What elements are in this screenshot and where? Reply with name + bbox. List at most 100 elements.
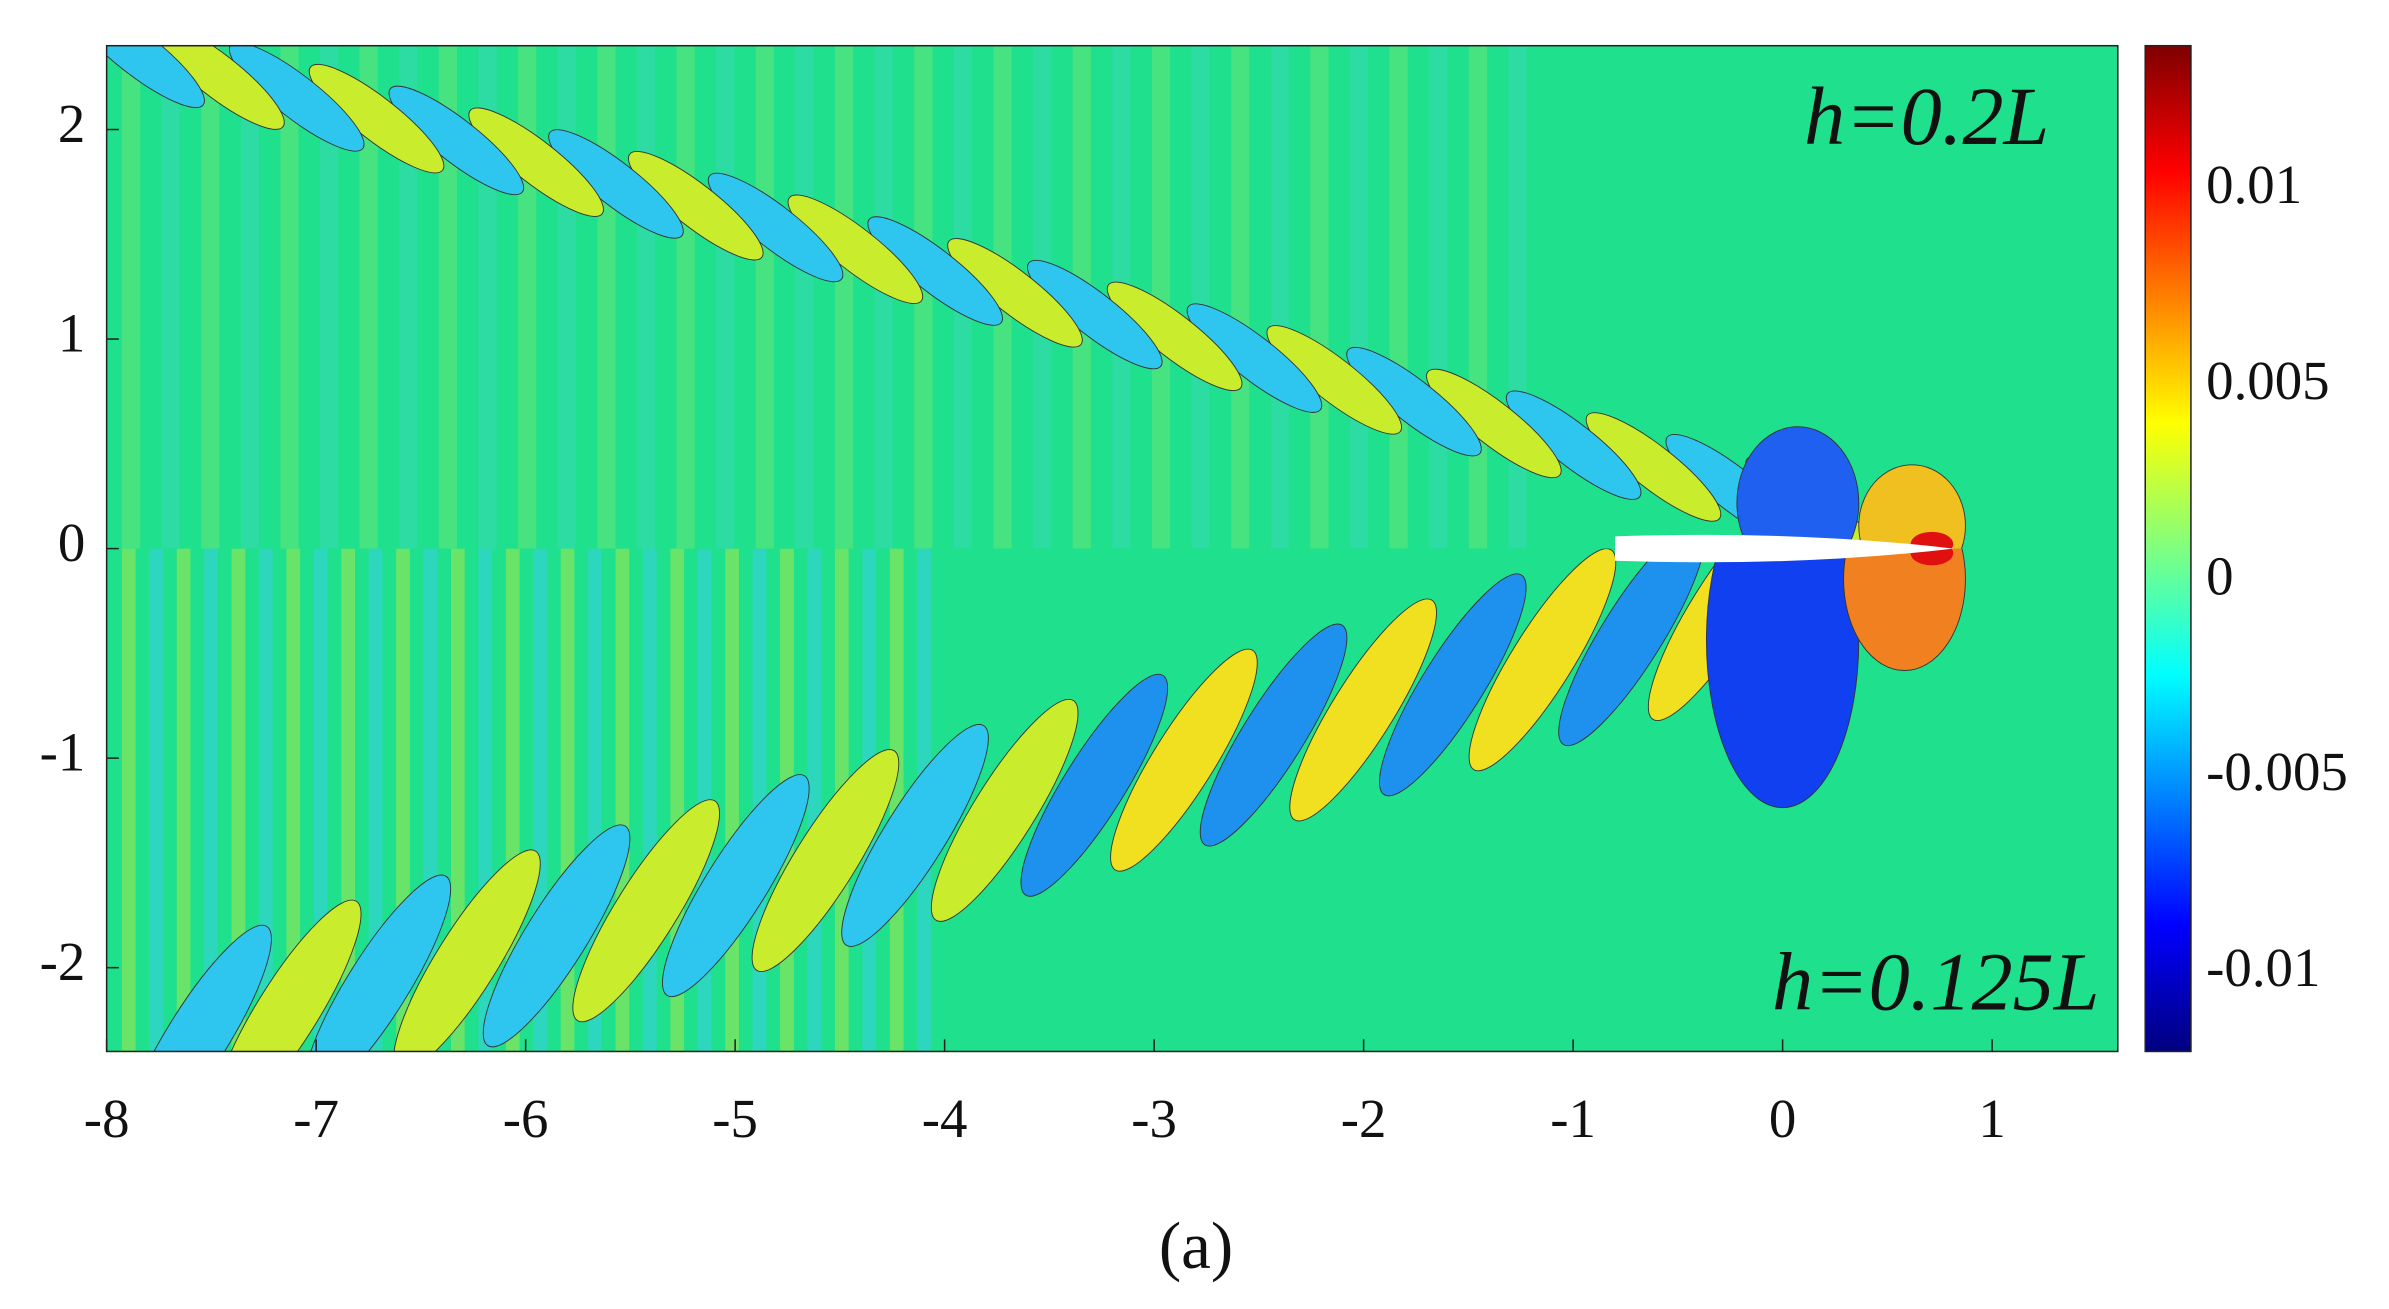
y-tick-label: 0 (58, 512, 85, 573)
stripe (807, 548, 822, 1052)
wave (1346, 346, 1482, 457)
wave (124, 924, 272, 1052)
stripe (1151, 45, 1171, 549)
x-tick-label: -5 (712, 1088, 758, 1149)
x-tick-label: -4 (922, 1088, 968, 1149)
stripe (1468, 45, 1488, 549)
wave (1468, 548, 1617, 772)
wave (707, 172, 844, 283)
wave (106, 45, 205, 109)
x-tick-label: 0 (1769, 1088, 1796, 1149)
stripe (1270, 45, 1289, 549)
stripe (1389, 45, 1408, 549)
colorbar-tick-label: -0.005 (2206, 741, 2348, 802)
wave (1910, 548, 1954, 566)
wave (627, 150, 764, 261)
wave (1736, 426, 1860, 549)
upper-half (106, 45, 1966, 549)
wave (1106, 281, 1243, 392)
wave (1858, 464, 1966, 549)
stripe (834, 45, 854, 549)
contour-field (106, 45, 2118, 1052)
stripe (286, 548, 301, 1052)
stripe (121, 45, 141, 549)
wave (1426, 368, 1562, 479)
wave (548, 129, 684, 239)
stripe (240, 45, 260, 549)
stripe (914, 45, 933, 549)
wave (1199, 623, 1348, 847)
y-tick-label: 2 (58, 93, 85, 154)
colorbar-tick-label: 0 (2206, 545, 2233, 606)
stripe (1191, 45, 1210, 549)
wave (1110, 648, 1258, 872)
annotation: h=0.125L (1772, 936, 2099, 1027)
x-tick-label: 1 (1978, 1088, 2005, 1149)
stripe (642, 548, 657, 1052)
annotation: h=0.2L (1804, 71, 2049, 162)
stripe (676, 45, 695, 549)
axes: -8 -7 -6 -5 -4 -3 -2 -1 0 1 -2 -1 0 1 2 -0.01 -0.005 0 0.0… (40, 93, 2348, 1149)
stripe (597, 45, 616, 549)
wave (947, 238, 1083, 348)
wave (149, 45, 285, 130)
wave (1020, 673, 1169, 897)
stripe (725, 548, 739, 1052)
stripe (161, 45, 180, 549)
stripe (1231, 45, 1250, 549)
stripe (716, 45, 735, 549)
colorbar-tick-label: -0.01 (2206, 937, 2320, 998)
wave (787, 194, 924, 304)
stripe (204, 548, 218, 1052)
stripe (201, 45, 220, 549)
wave (1505, 390, 1642, 500)
y-tick-label: 1 (58, 303, 85, 364)
wave (482, 824, 631, 1048)
stripe (1508, 45, 1527, 549)
wave (572, 799, 720, 1023)
x-tick-label: -7 (293, 1088, 339, 1149)
colorbar-tick-label: 0.005 (2206, 350, 2329, 411)
x-tick-label: -3 (1131, 1088, 1177, 1149)
lower-half (121, 548, 1966, 1052)
caption: (a) (1159, 1208, 1233, 1283)
stripe (636, 45, 656, 549)
stripe (438, 45, 458, 549)
wave (468, 107, 604, 217)
wave (228, 45, 365, 152)
wave (303, 874, 452, 1052)
wave (1027, 259, 1163, 370)
x-tick-label: -2 (1341, 1088, 1387, 1149)
stripe (176, 548, 191, 1052)
wave (1186, 303, 1323, 413)
wave (1558, 548, 1706, 747)
wave (1379, 573, 1527, 797)
wave (751, 749, 900, 973)
stripe (755, 45, 774, 549)
stripe (319, 45, 339, 549)
stripe (280, 45, 299, 549)
stripe (149, 548, 164, 1052)
wave (1910, 531, 1954, 549)
wave (1266, 325, 1403, 435)
wave (1843, 548, 1966, 671)
stripe (399, 45, 418, 549)
stripe (368, 548, 383, 1052)
stripe (121, 548, 136, 1052)
hull (1615, 534, 1954, 563)
wave (662, 774, 810, 998)
stripe (1429, 45, 1448, 549)
wave (841, 723, 989, 947)
wave (867, 216, 1003, 326)
stripe (795, 45, 814, 549)
stripe (1349, 45, 1369, 549)
stripe (518, 45, 537, 549)
wave (393, 849, 541, 1052)
stripe (231, 548, 246, 1052)
stripe (557, 45, 576, 549)
y-tick-label: -2 (40, 931, 86, 992)
wave (213, 899, 362, 1052)
x-tick-label: -8 (84, 1088, 130, 1149)
